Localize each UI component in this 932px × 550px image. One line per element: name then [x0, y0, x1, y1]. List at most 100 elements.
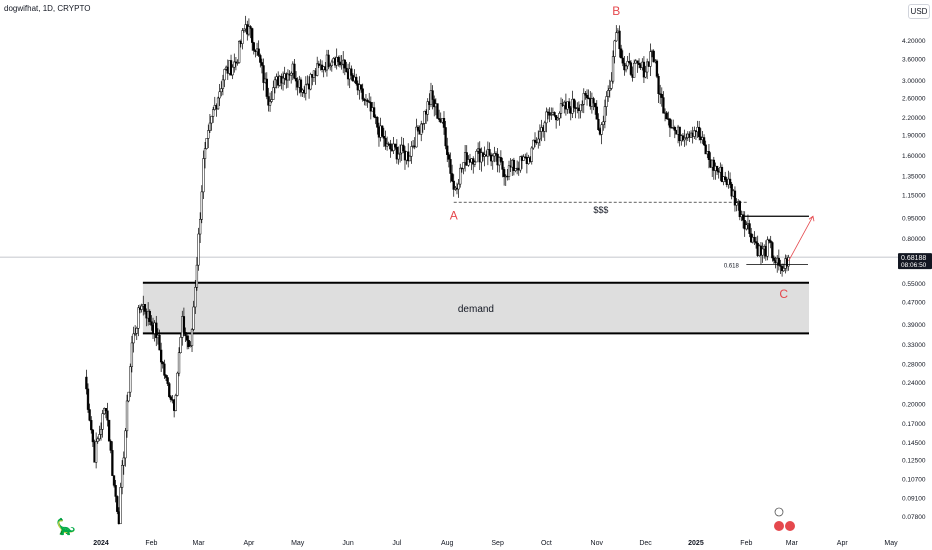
candle-body: [220, 88, 223, 93]
candle-body: [133, 333, 137, 335]
candle-body: [728, 178, 732, 185]
candle-body: [340, 63, 343, 66]
candle-body: [268, 101, 272, 106]
candle-body: [150, 321, 153, 326]
candle-body: [766, 239, 769, 257]
price-tick-label: 0.55000: [902, 281, 926, 288]
candle-body: [649, 51, 652, 67]
candle-body: [247, 26, 251, 35]
candle-body: [420, 123, 423, 135]
time-tick-label: Mar: [192, 540, 205, 547]
candle-body: [603, 106, 607, 123]
price-tag-timer: 08:06:50: [901, 262, 927, 269]
symbol-title[interactable]: dogwifhat, 1D, CRYPTO: [4, 4, 91, 13]
candle-body: [236, 62, 239, 64]
candle-body: [179, 337, 182, 353]
candle-body: [444, 127, 447, 147]
candle-body: [107, 419, 111, 442]
candle-body: [543, 122, 546, 132]
candle-body: [94, 441, 98, 463]
candle-body: [192, 306, 195, 330]
candle-body: [106, 410, 109, 421]
price-tick-label: 1.35000: [902, 174, 926, 181]
candle-body: [129, 366, 132, 393]
candle-body: [730, 183, 733, 197]
candle-body: [124, 430, 127, 459]
candle-body: [507, 165, 511, 177]
price-tick-label: 0.33000: [902, 342, 926, 349]
candle-body: [355, 76, 358, 84]
candle-body: [652, 50, 655, 63]
candle-body: [159, 349, 163, 363]
price-tick-label: 0.07800: [902, 514, 926, 521]
candle-body: [293, 63, 296, 79]
price-tick-label: 0.28000: [902, 361, 926, 368]
candle-body: [493, 153, 496, 157]
candle-body: [626, 61, 629, 67]
candle-body: [655, 60, 659, 77]
candle-body: [189, 345, 192, 348]
candle-body: [381, 125, 384, 137]
candle-body: [522, 156, 525, 161]
tradingview-logo-icon[interactable]: 🦕: [56, 519, 76, 536]
candle-body: [629, 62, 633, 75]
price-tag-box: [898, 253, 932, 270]
candle-body: [309, 74, 312, 90]
candle-body: [480, 152, 483, 163]
candle-body: [457, 183, 460, 190]
candle-body: [431, 90, 434, 100]
candle-body: [112, 475, 116, 486]
candle-body: [683, 138, 686, 141]
candle-body: [745, 224, 748, 230]
candle-body: [416, 126, 420, 131]
candle-body: [579, 104, 582, 112]
candle-body: [553, 112, 556, 116]
candle-body: [137, 307, 140, 329]
candle-body: [442, 118, 446, 128]
price-tick-label: 0.20000: [902, 402, 926, 409]
price-tick-label: 1.60000: [902, 153, 926, 160]
time-tick-label: Apr: [837, 540, 849, 547]
candle-body: [704, 144, 707, 155]
candle-body: [208, 122, 212, 131]
currency-button[interactable]: USD: [908, 4, 930, 19]
candle-body: [610, 80, 613, 89]
candle-body: [317, 63, 320, 66]
flag-event-icon: [774, 521, 784, 531]
candle-body: [624, 65, 628, 71]
price-scale: 4.20000 3.60000 3.00000 2.60000 2.20000 1.900…: [902, 38, 926, 521]
candle-body: [233, 61, 236, 68]
time-tick-label: Apr: [243, 540, 255, 547]
time-tick-label: Oct: [541, 540, 552, 547]
candle-body: [767, 239, 771, 242]
candle-body: [163, 363, 166, 376]
candle-body: [161, 361, 164, 365]
candle-body: [771, 242, 774, 259]
price-tick-label: 0.39000: [902, 322, 926, 329]
candle-body: [567, 101, 571, 109]
candle-body: [273, 79, 277, 88]
candle-body: [607, 90, 610, 97]
candle-body: [538, 131, 542, 140]
time-tick-label: May: [291, 540, 305, 547]
candle-body: [572, 98, 576, 108]
candle-body: [426, 101, 429, 115]
candle-body: [433, 99, 436, 108]
candle-body: [558, 113, 561, 119]
candle-body: [187, 340, 190, 348]
price-tick-label: 0.95000: [902, 215, 926, 222]
label-b: B: [612, 4, 620, 18]
candle-body: [372, 107, 376, 118]
candle-body: [537, 138, 540, 144]
candle-body: [618, 30, 621, 50]
candle-body: [270, 99, 273, 102]
candle-body: [636, 60, 639, 64]
candle-body: [294, 78, 298, 82]
candle-body: [218, 91, 221, 99]
candle-body: [519, 156, 522, 171]
candle-body: [135, 328, 138, 334]
time-axis: 2024 Feb Mar Apr May Jun Jul Aug Sep Oct Nov Dec 202…: [93, 540, 898, 547]
candle-body: [368, 101, 371, 103]
candle-body: [662, 97, 665, 114]
